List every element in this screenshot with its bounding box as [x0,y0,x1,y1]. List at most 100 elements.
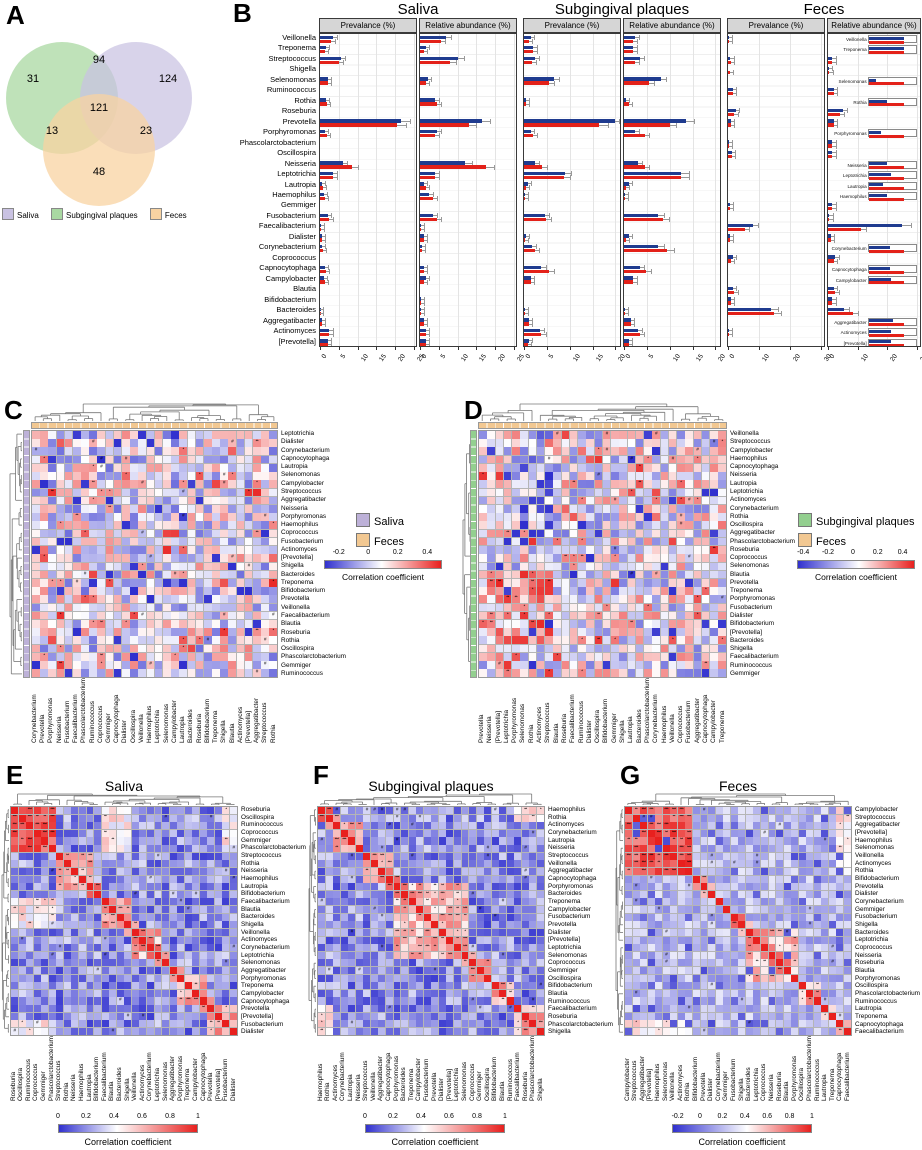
bar-htn [624,280,634,284]
heatmap-cell [40,496,48,505]
heatmap-cell [499,906,507,914]
heatmap-cell [553,587,561,595]
heatmap-cell [512,529,520,538]
heatmap-cell [207,989,215,997]
heatmap-cell [393,974,401,982]
significance-mark: * [51,906,54,911]
heatmap-cell [499,928,507,936]
heatmap-cell [89,644,97,653]
heatmap-cell: * [26,1027,34,1035]
heatmap-cell [230,1005,237,1013]
heatmap-cell [318,936,325,944]
heatmap-cell [187,636,196,645]
row-label: Porphyromonas [730,595,776,603]
heatmap-cell [195,644,204,653]
heatmap-cell [195,521,204,530]
significance-mark: *** [72,883,77,888]
heatmap-cell [710,455,718,464]
heatmap-cell [569,431,578,439]
row-label: Lautropia [548,836,575,844]
heatmap-cell [192,1020,200,1028]
significance-mark: ** [395,898,399,903]
heatmap-cell [81,455,89,464]
heatmap-cell [348,936,356,944]
heatmap-cell [611,652,619,661]
error-whisker [728,38,733,44]
heatmap-cell [528,496,537,505]
heatmap-cell [89,587,97,595]
bar-htn [320,50,325,54]
heatmap-cell [611,513,619,521]
heatmap-cell: * [138,562,147,571]
heatmap-cell [318,921,325,929]
heatmap-cell [78,1012,86,1020]
feces-swatch [356,533,370,547]
heatmap-cell [537,829,544,837]
heatmap-cell [491,921,499,929]
heatmap-cell [33,883,41,891]
heatmap-cell [385,982,393,990]
significance-mark: ** [441,898,444,903]
row-label: Phascolarctobacterium [548,1020,614,1028]
heatmap-cell [220,620,228,628]
error-whisker [564,174,572,180]
heatmap-cell: *** [499,982,507,990]
col-label: Aggregatibacter [377,1055,385,1101]
heatmap-cell [154,521,163,530]
panel-b-label: B [233,0,252,28]
row-label: Coprococcus [281,529,319,537]
error-whisker [681,170,690,176]
row-label: Rothia [730,512,749,520]
heatmap-cell [423,852,431,860]
heatmap-cell [184,959,192,967]
heatmap-cell: ** [89,480,97,488]
bar-no-htn [524,244,533,249]
heatmap-cell [56,554,65,562]
significance-mark: ** [531,1005,535,1010]
heatmap-cell [179,620,187,628]
heatmap-cell [627,669,636,677]
heatmap-cell [528,669,537,677]
error-whisker [729,202,734,208]
heatmap-cell [514,959,522,967]
heatmap-cell [416,928,424,936]
bar-no-htn [624,234,629,238]
heatmap-cell [553,455,561,464]
heatmap-cell: * [514,1027,522,1035]
heatmap-cell [512,554,520,562]
heatmap-cell [130,472,138,480]
heatmap-cell [569,546,578,554]
row-label: Roseburia [548,1012,578,1020]
error-whisker [340,55,347,61]
heatmap-cell: * [378,860,386,868]
significance-mark: * [638,463,641,469]
bar-htn [869,103,905,107]
heatmap-cell [611,472,619,480]
heatmap-cell [122,669,130,677]
axis-tick-label: 0 [320,353,329,360]
heatmap-cell [33,997,41,1005]
heatmap-cell [652,472,660,480]
heatmap-cell [423,959,431,967]
significance-mark: ** [58,883,62,888]
heatmap-cell [146,496,155,505]
heatmap-cell [130,652,138,661]
heatmap-cell [537,860,544,868]
heatmap-cell [363,944,371,952]
heatmap-cell [401,867,409,875]
heatmap-cell [207,1005,215,1013]
heatmap-cell [569,587,578,595]
heatmap-cell [86,807,94,815]
significance-mark: * [581,669,583,675]
heatmap-cell [131,875,139,883]
heatmap-cell [220,447,228,456]
heatmap-cell [48,1012,56,1020]
heatmap-cell [545,447,553,456]
heatmap-cell [506,997,514,1005]
heatmap-cell [495,513,504,521]
heatmap-cell [644,636,652,645]
heatmap-cell [214,959,222,967]
heatmap-cell: ** [401,906,409,914]
significance-mark: # [395,837,399,842]
heatmap-cell [113,439,122,447]
